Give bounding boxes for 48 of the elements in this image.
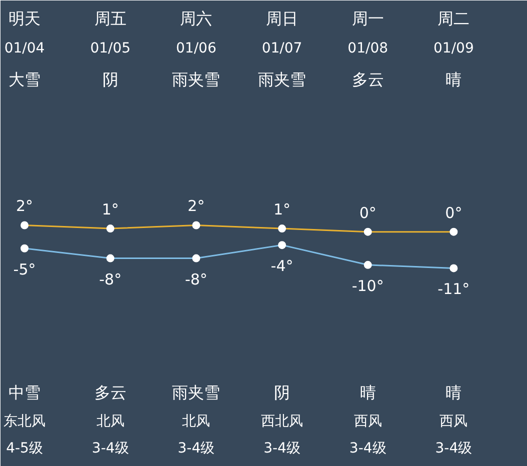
annotation: 多云 — [352, 70, 384, 89]
data-label: -8° — [99, 270, 122, 288]
x-tick-label: 周二 — [438, 9, 470, 28]
annotation: 4-5级 — [6, 440, 43, 456]
annotation: 01/08 — [348, 40, 388, 56]
data-label: -11° — [438, 280, 470, 298]
annotation: 01/06 — [176, 40, 216, 56]
annotation: 晴 — [360, 383, 376, 402]
annotation: 西北风 — [261, 414, 304, 430]
annotation: 北风 — [182, 414, 210, 430]
annotation: 晴 — [446, 70, 462, 89]
data-label: 1° — [102, 200, 119, 219]
annotation: 雨夹雪 — [258, 70, 306, 89]
annotation: 大雪 — [8, 70, 41, 89]
annotation: 晴 — [446, 383, 462, 402]
annotation: 01/07 — [262, 40, 302, 56]
annotation: 雨夹雪 — [172, 383, 220, 402]
data-label: 2° — [16, 197, 34, 216]
data-label: 0° — [445, 204, 462, 222]
x-tick-label: 周一 — [352, 9, 384, 28]
annotation: 雨夹雪 — [172, 70, 220, 89]
data-label: -4° — [270, 257, 294, 276]
annotation: 3-4级 — [92, 440, 129, 456]
annotation: 01/09 — [434, 40, 474, 56]
data-label: -10° — [352, 276, 384, 295]
annotation: 阴 — [274, 383, 290, 402]
annotation: 01/05 — [90, 40, 131, 56]
data-label: 1° — [274, 200, 291, 219]
data-label: -5° — [13, 260, 36, 278]
annotation: 中雪 — [8, 383, 41, 402]
annotation: 3-4级 — [349, 440, 386, 456]
x-tick-label: 周六 — [180, 9, 212, 28]
annotation: 01/04 — [4, 40, 45, 56]
annotation: 3-4级 — [435, 440, 472, 456]
annotation: 多云 — [94, 383, 126, 402]
annotation: 北风 — [96, 414, 124, 430]
annotation: 西风 — [354, 414, 382, 430]
annotation: 3-4级 — [178, 440, 215, 456]
annotation: 3-4级 — [264, 440, 300, 456]
x-tick-label: 明天 — [8, 9, 41, 28]
annotation: 阴 — [102, 70, 118, 89]
data-label: 0° — [359, 204, 376, 222]
data-label: -8° — [184, 270, 208, 288]
data-label: 2° — [188, 197, 205, 216]
x-tick-label: 周日 — [266, 9, 298, 28]
x-tick-label: 周五 — [94, 9, 126, 28]
annotation: 西风 — [440, 414, 468, 430]
annotation: 东北风 — [4, 414, 46, 430]
